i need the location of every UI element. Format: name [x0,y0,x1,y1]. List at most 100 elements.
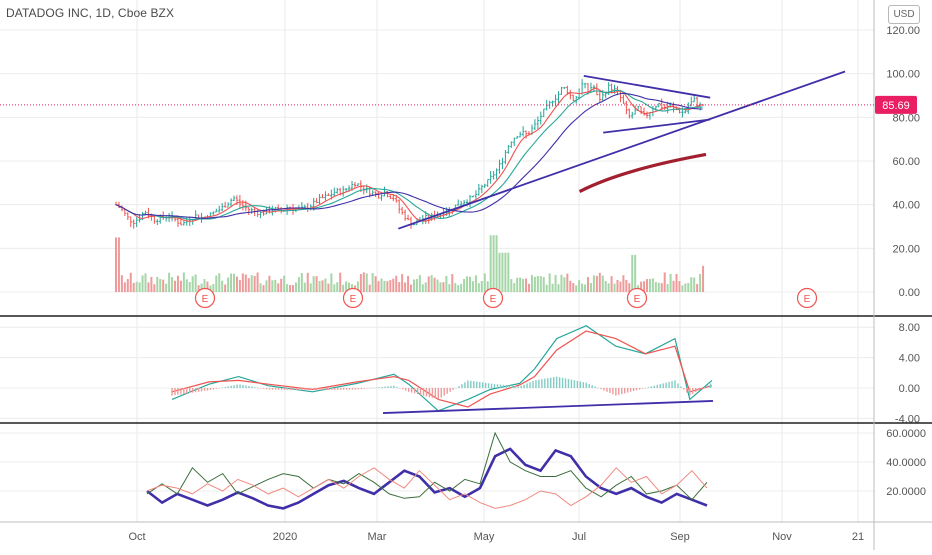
volume-bar [657,282,660,292]
macd-histogram-bar [419,388,422,395]
macd-histogram-bar [683,388,685,390]
time-tick-label: 2020 [273,531,297,543]
volume-bar [643,281,646,292]
volume-bar [660,283,663,292]
earnings-marker-label: E [804,294,811,305]
volume-bar [404,282,407,292]
macd-histogram-bar [260,388,262,389]
macd-histogram-bar [579,381,582,388]
volume-bar [433,277,436,292]
volume-bar [442,282,445,292]
volume-bar [120,275,123,292]
volume-bar [174,280,176,292]
volume-bar [519,277,522,292]
volume-bar [212,284,215,292]
macd-histogram-bar [662,383,664,388]
macd-histogram-bar [331,388,333,390]
macd-histogram-bar [650,386,653,388]
earnings-marker: E [482,287,504,309]
macd-histogram-bar [668,381,670,388]
macd-histogram-bar [271,388,274,390]
volume-bar [185,279,188,292]
volume-bar [138,282,141,292]
trendline-channel [578,152,707,193]
macd-series-line [171,325,713,412]
dmi-series-line [146,447,708,510]
macd-histogram-bar [224,386,226,388]
volume-bar [327,283,330,292]
macd-histogram-bar [194,388,197,393]
volume-bar [610,276,613,292]
volume-bar [389,280,392,292]
macd-histogram-bar [292,388,295,390]
macd-histogram-bar [348,388,351,390]
macd-histogram-bar [561,377,564,388]
trendline-upper [583,74,711,99]
volume-bar [681,285,684,292]
macd-histogram-bar [550,377,552,388]
macd-histogram-bar [567,379,570,388]
macd-histogram-bar [239,384,241,388]
volume-bar [286,284,289,292]
price-pane[interactable] [114,70,846,292]
volume-bar [342,284,345,292]
macd-histogram-bar [644,388,647,389]
volume-bar [303,282,306,292]
currency-button[interactable]: USD [888,5,920,24]
macd-histogram-bar [328,388,330,391]
macd-pane[interactable] [171,325,714,414]
macd-histogram-bar [632,388,635,392]
macd-histogram-bar [280,388,283,390]
ma-mid-line [115,89,703,220]
macd-histogram-bar [177,388,179,395]
volume-bar [569,280,572,292]
macd-histogram-bar [526,383,528,388]
macd-histogram-bar [695,388,697,393]
macd-histogram-bar [455,388,457,389]
macd-histogram-bar [372,387,374,389]
volume-bar [480,280,483,292]
macd-histogram-bar [665,382,667,388]
macd-histogram-bar [461,384,463,388]
volume-bar [672,280,675,292]
macd-histogram-bar [336,388,339,390]
price-tick-label: 60.00 [892,156,920,168]
volume-bar [292,285,294,292]
dmi-pane[interactable] [146,431,708,510]
volume-bar [418,275,421,292]
macd-histogram-bar [647,387,650,388]
macd-histogram-bar [692,388,694,394]
macd-tick-label: 4.00 [899,353,920,365]
volume-bar [563,277,566,292]
time-tick-label: Oct [128,531,145,543]
last-price-badge [875,95,917,114]
volume-bar [144,273,147,292]
macd-histogram-bar [313,388,315,391]
macd-histogram-bar [186,388,188,394]
macd-histogram-bar [487,383,490,388]
macd-histogram-bar [425,388,428,397]
macd-histogram-bar [263,388,265,389]
volume-bar [126,279,129,292]
volume-bar [306,272,309,292]
macd-histogram-bar [576,380,579,388]
volume-bar [324,278,327,292]
macd-histogram-bar [393,385,395,388]
macd-histogram-bar [541,379,543,388]
chart-title: DATADOG INC, 1D, Cboe BZX [6,6,175,20]
volume-bar [634,254,637,292]
macd-histogram-bar [304,388,306,391]
volume-bar [572,283,575,292]
earnings-marker: E [626,287,648,309]
volume-bar [595,275,598,292]
macd-histogram-bar [366,388,368,389]
earnings-marker-circle [626,287,648,309]
macd-histogram-bar [626,388,629,393]
volume-bar [271,280,274,292]
volume-bar [483,273,486,292]
grid-lines [0,0,874,522]
volume-bar [368,284,371,292]
volume-bar [466,276,469,292]
